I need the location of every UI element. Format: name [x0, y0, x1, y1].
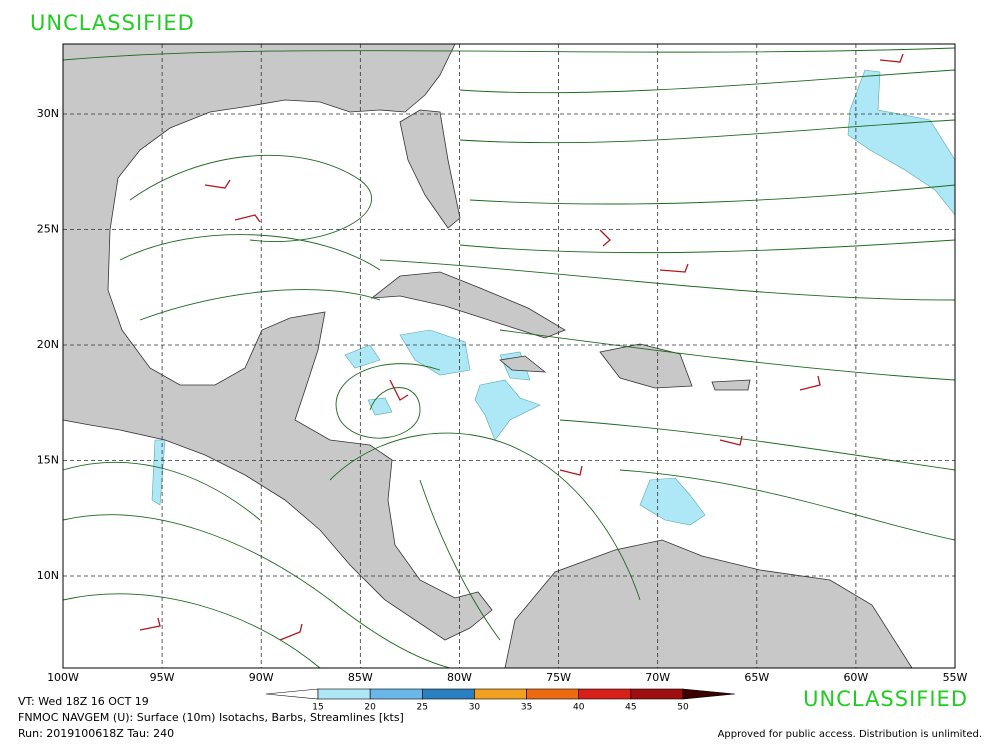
streamline: [62, 47, 956, 61]
streamline: [129, 154, 373, 242]
lon-label: 65W: [744, 671, 769, 684]
isotach-patch: [474, 379, 541, 441]
puerto-rico: [711, 379, 751, 391]
wind-barb: [719, 435, 743, 446]
release-note: Approved for public access. Distribution…: [718, 729, 982, 740]
streamline: [335, 363, 441, 439]
lat-label: 20N: [37, 338, 59, 351]
streamline: [62, 461, 261, 521]
streamline: [379, 259, 956, 301]
streamline: [62, 514, 451, 669]
colorbar-label: 15: [312, 703, 323, 713]
colorbar-segment: [578, 688, 632, 700]
map: [62, 43, 956, 669]
colorbar-label: 50: [677, 703, 689, 713]
wind-barb: [234, 214, 261, 223]
map-frame: [62, 43, 956, 669]
streamline: [459, 119, 956, 144]
wind-barb: [389, 379, 409, 401]
wind-barb: [799, 375, 821, 391]
streamline: [119, 234, 381, 271]
wind-barb: [599, 229, 611, 247]
wind-barb: [204, 179, 231, 189]
wind-barb: [559, 465, 583, 476]
valid-time: VT: Wed 18Z 16 OCT 19: [18, 695, 149, 708]
colorbar-segment: [630, 688, 684, 700]
isotach-patch: [151, 439, 166, 506]
classification-top: UNCLASSIFIED: [30, 11, 195, 35]
isotach-patch: [344, 344, 381, 369]
lon-label: 55W: [943, 671, 968, 684]
colorbar-label: 25: [417, 703, 428, 713]
north-central-america: [62, 43, 493, 641]
isotach-patch: [847, 69, 956, 216]
streamline: [619, 469, 956, 541]
jamaica: [499, 355, 547, 373]
classification-bottom: UNCLASSIFIED: [803, 687, 968, 711]
colorbar-segment: [317, 688, 371, 700]
streamline: [419, 479, 501, 641]
isotach-patch: [399, 329, 471, 376]
colorbar-under: [265, 688, 319, 700]
colorbar-segment: [421, 688, 475, 700]
florida: [399, 109, 461, 229]
colorbar-over: [682, 688, 736, 700]
lon-label: 100W: [47, 671, 79, 684]
isotach-patch: [639, 477, 706, 526]
lat-label: 15N: [37, 454, 59, 467]
wind-barb: [879, 53, 904, 63]
colorbar-label: 40: [573, 703, 585, 713]
wind-barb: [279, 623, 303, 641]
streamlines: [62, 47, 956, 669]
graticule: [63, 44, 955, 668]
cuba: [370, 271, 566, 339]
colorbar-segment: [526, 688, 580, 700]
lat-label: 30N: [37, 107, 59, 120]
south-america: [504, 539, 913, 669]
streamline: [459, 69, 956, 94]
colorbar-segment: [369, 688, 423, 700]
streamline: [139, 289, 381, 321]
run: Run: 2019100618Z Tau: 240: [18, 727, 174, 740]
colorbar-label: 30: [469, 703, 481, 713]
lon-label: 90W: [249, 671, 274, 684]
streamline: [62, 593, 321, 669]
streamline: [499, 329, 956, 381]
wind-barbs: [139, 53, 904, 641]
colorbar-label: 35: [521, 703, 532, 713]
streamline: [469, 184, 956, 205]
lon-label: 75W: [546, 671, 571, 684]
land: [62, 43, 913, 669]
lat-label: 10N: [37, 569, 59, 582]
colorbar-segment: [474, 688, 527, 700]
streamline: [559, 419, 956, 471]
lon-label: 80W: [447, 671, 472, 684]
wind-barb: [659, 263, 689, 273]
colorbar: 15 20 25 30 35 40 45 50: [265, 688, 736, 713]
streamline: [329, 432, 641, 601]
hispaniola: [599, 343, 693, 389]
lon-label: 60W: [843, 671, 868, 684]
lon-label: 95W: [150, 671, 175, 684]
product: FNMOC NAVGEM (U): Surface (10m) Isotachs…: [18, 711, 404, 724]
lat-label: 25N: [37, 223, 59, 236]
colorbar-label: 45: [625, 703, 636, 713]
wind-barb: [139, 617, 161, 631]
lon-label: 85W: [348, 671, 373, 684]
lon-label: 70W: [645, 671, 670, 684]
streamline: [459, 239, 956, 254]
colorbar-label: 20: [364, 703, 376, 713]
